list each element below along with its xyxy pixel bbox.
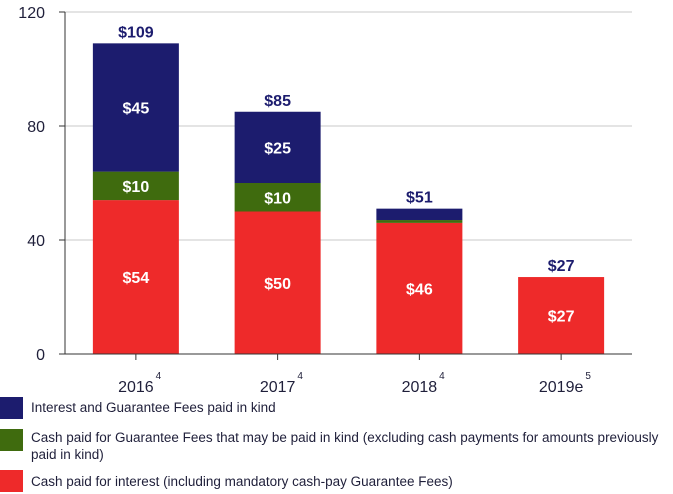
bar-total-label: $109 <box>118 24 154 41</box>
bar-segment <box>234 183 321 212</box>
legend-label-pik: Interest and Guarantee Fees paid in kind <box>31 400 276 415</box>
bar-value-label: $27 <box>548 309 575 326</box>
legend-label-guarantee-fees: Cash paid for Guarantee Fees that may be… <box>31 430 659 462</box>
legend-item-cash-interest: Cash paid for interest (including mandat… <box>0 470 673 494</box>
bar-total-label: $85 <box>264 93 291 110</box>
bar-segment <box>92 43 179 172</box>
x-tick-footnote: 5 <box>585 371 591 382</box>
legend-swatch-pik <box>0 397 23 419</box>
bar-value-label: $45 <box>123 100 150 117</box>
x-tick-footnote: 4 <box>439 371 445 382</box>
y-tick-label: 0 <box>36 347 45 364</box>
bar-segment <box>234 211 321 354</box>
x-tick-footnote: 4 <box>297 371 303 382</box>
x-tick-label: 2019e <box>539 379 584 395</box>
bar-segment <box>376 208 463 221</box>
y-tick-label: 120 <box>18 5 45 22</box>
bar-value-label: $50 <box>264 276 291 293</box>
bar-segment <box>234 111 321 183</box>
y-tick-label: 80 <box>27 119 45 136</box>
bar-value-label: $46 <box>406 281 433 298</box>
bar-segment <box>376 220 463 223</box>
bar-segment <box>92 200 179 354</box>
legend-item-pik: Interest and Guarantee Fees paid in kind <box>0 396 673 420</box>
bar-value-label: $25 <box>264 140 291 157</box>
legend-item-guarantee-fees: Cash paid for Guarantee Fees that may be… <box>0 428 673 464</box>
bar-total-label: $27 <box>548 258 575 275</box>
bar-value-label: $10 <box>123 179 150 196</box>
x-tick-label: 2017 <box>260 379 296 395</box>
stacked-bar-chart: 04080120$54$10$45$10920164$50$10$25$8520… <box>18 5 632 395</box>
bar-segment <box>92 171 179 201</box>
bar-segment <box>518 277 605 354</box>
legend-swatch-cash-interest <box>0 470 23 492</box>
bar-total-label: $51 <box>406 190 433 207</box>
bar-segment <box>376 222 463 354</box>
bar-value-label: $54 <box>123 270 150 287</box>
legend-label-cash-interest: Cash paid for interest (including mandat… <box>31 474 453 489</box>
x-tick-label: 2018 <box>402 379 438 395</box>
y-tick-label: 40 <box>27 233 45 250</box>
x-tick-label: 2016 <box>118 379 154 395</box>
bar-value-label: $10 <box>264 190 291 207</box>
legend-swatch-guarantee-fees <box>0 429 23 451</box>
x-tick-footnote: 4 <box>156 371 162 382</box>
